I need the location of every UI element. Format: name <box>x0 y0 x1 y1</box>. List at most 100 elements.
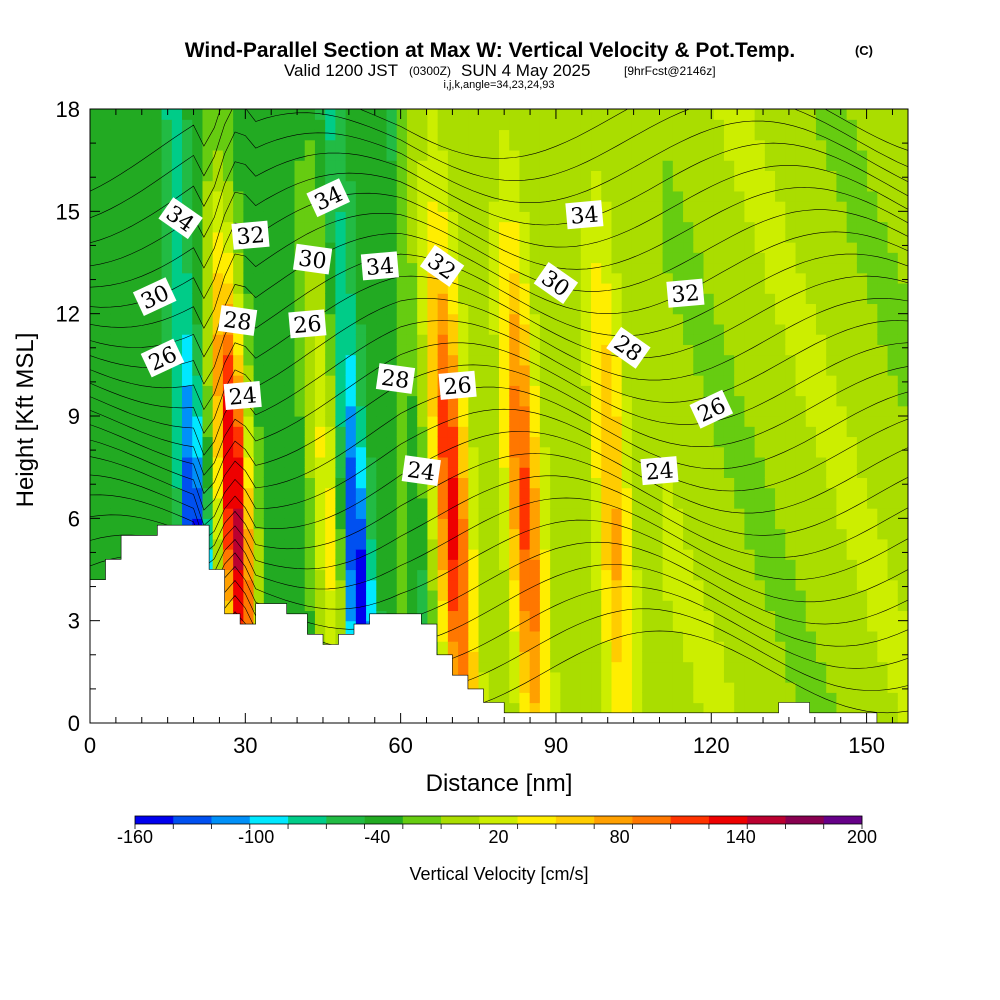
field-cell <box>611 477 623 489</box>
theta-contour <box>90 453 908 555</box>
field-cell <box>611 630 623 642</box>
field-cell <box>621 119 633 131</box>
field-cell <box>406 426 418 438</box>
field-cell <box>100 518 112 530</box>
field-cell <box>222 456 234 468</box>
field-cell <box>672 477 684 489</box>
field-cell <box>550 538 561 550</box>
field-cell <box>325 620 336 632</box>
field-cell <box>100 538 112 550</box>
field-cell <box>141 149 152 161</box>
field-cell <box>785 201 797 212</box>
field-cell <box>161 487 173 499</box>
field-cell <box>366 231 377 243</box>
field-cell <box>815 262 827 274</box>
field-cell <box>499 170 510 182</box>
field-cell <box>253 334 265 345</box>
field-cell <box>754 528 766 540</box>
field-cell <box>212 497 224 509</box>
field-cell <box>171 334 183 345</box>
field-cell <box>529 651 541 663</box>
field-cell <box>529 272 541 284</box>
field-cell <box>161 436 173 448</box>
field-cell <box>519 497 531 509</box>
field-cell <box>161 190 173 202</box>
field-cell <box>723 661 735 673</box>
field-cell <box>90 129 101 141</box>
field-cell <box>396 497 408 509</box>
field-cell <box>672 323 684 335</box>
field-cell <box>723 600 735 612</box>
field-cell <box>550 395 561 407</box>
field-cell <box>570 569 582 581</box>
field-cell <box>867 518 878 530</box>
field-cell <box>611 109 623 120</box>
field-cell <box>192 109 204 120</box>
field-cell <box>233 190 244 202</box>
field-cell <box>314 549 326 560</box>
field-cell <box>867 477 878 489</box>
field-cell <box>345 600 357 612</box>
field-cell <box>887 405 899 417</box>
field-cell <box>499 201 510 212</box>
field-cell <box>519 262 531 274</box>
field-cell <box>642 426 653 438</box>
field-cell <box>560 344 572 356</box>
field-cell <box>815 303 827 315</box>
field-cell <box>386 109 398 120</box>
field-cell <box>815 467 827 478</box>
field-cell <box>406 129 418 141</box>
field-cell <box>417 395 429 407</box>
field-cell <box>100 528 112 540</box>
field-cell <box>662 231 674 243</box>
field-cell <box>396 446 408 458</box>
field-cell <box>417 426 429 438</box>
field-cell <box>642 323 653 335</box>
field-cell <box>723 518 735 530</box>
field-cell <box>509 671 521 683</box>
field-cell <box>887 242 899 253</box>
field-cell <box>447 344 459 356</box>
field-cell <box>304 456 316 468</box>
field-cell <box>570 477 582 489</box>
field-cell <box>294 528 306 540</box>
field-cell <box>642 641 653 652</box>
field-cell <box>897 477 908 489</box>
field-cell <box>406 549 418 560</box>
field-cell <box>815 139 827 151</box>
field-cell <box>744 282 756 294</box>
field-cell <box>355 242 367 253</box>
field-cell <box>744 589 756 601</box>
field-cell <box>734 109 745 120</box>
field-cell <box>805 487 817 499</box>
field-cell <box>897 589 908 601</box>
field-cell <box>713 467 725 478</box>
contour-label-bg <box>360 251 399 281</box>
field-cell <box>110 426 122 438</box>
field-cell <box>560 303 572 315</box>
field-cell <box>846 467 858 478</box>
field-cell <box>304 528 316 540</box>
field-cell <box>192 170 204 182</box>
field-cell <box>386 477 398 489</box>
field-cell <box>693 528 705 540</box>
field-cell <box>437 190 449 202</box>
copyright-mark: (C) <box>855 43 873 58</box>
field-cell <box>775 497 786 509</box>
field-cell <box>345 518 357 530</box>
field-cell <box>355 569 367 581</box>
field-cell <box>386 446 398 458</box>
field-cell <box>887 477 899 489</box>
field-cell <box>499 395 510 407</box>
field-cell <box>151 149 163 161</box>
field-cell <box>212 416 224 427</box>
field-cell <box>550 211 561 223</box>
field-cell <box>713 497 725 509</box>
field-cell <box>90 221 101 233</box>
field-cell <box>90 538 101 550</box>
field-cell <box>396 405 408 417</box>
field-cell <box>703 180 715 192</box>
field-cell <box>580 231 592 243</box>
field-cell <box>815 579 827 591</box>
field-cell <box>611 692 623 704</box>
